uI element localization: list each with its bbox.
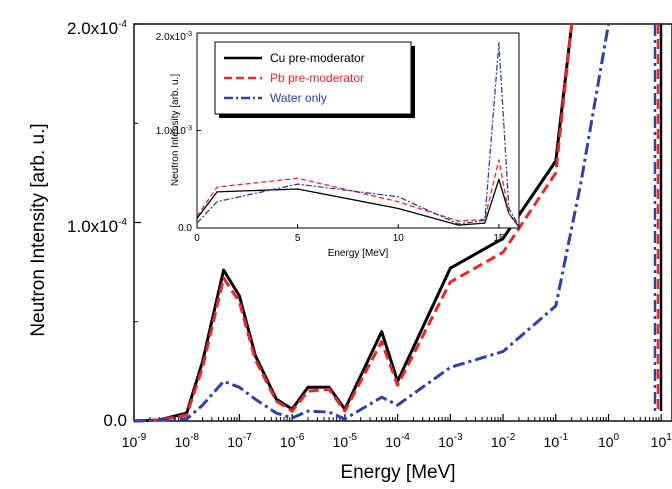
inset-x-tick-label-0: 0	[194, 233, 200, 244]
legend-label-pb: Pb pre-moderator	[270, 71, 364, 85]
inset-y-tick-label-1: 1.0x10-3	[156, 125, 192, 137]
main-axis-ticks	[133, 23, 662, 422]
x-axis-label: Energy [MeV]	[340, 462, 455, 483]
x-tick-label-9: 100	[598, 432, 620, 450]
legend-label-cu: Cu pre-moderator	[270, 51, 365, 65]
x-tick-label-7: 10-2	[491, 432, 516, 450]
legend-label-water: Water only	[270, 91, 327, 105]
x-tick-label-2: 10-7	[227, 432, 252, 450]
inset-x-axis-label: Energy [MeV]	[328, 248, 389, 259]
inset-x-tick-label-1: 5	[295, 233, 301, 244]
x-tick-label-5: 10-4	[385, 432, 410, 450]
inset-y-tick-label-2: 2.0x10-3	[156, 31, 192, 43]
inset-x-tick-label-3: 15	[493, 233, 505, 244]
legend: Cu pre-moderator Pb pre-moderator Water …	[214, 41, 415, 118]
y-tick-label-0: 0.0	[103, 411, 127, 430]
inset-series-line-pb-pre-moderator	[196, 159, 520, 227]
x-tick-label-1: 10-8	[174, 432, 199, 450]
x-tick-label-8: 10-1	[544, 432, 569, 450]
series-line-cu-pre-moderator	[133, 23, 574, 423]
series-line-water-only	[133, 23, 610, 423]
inset-y-axis-label: Neutron Intensity [arb. u.]	[170, 74, 181, 187]
y-tick-label-2: 2.0x10-4	[67, 19, 127, 38]
x-tick-label-3: 10-6	[280, 432, 305, 450]
legend-box	[214, 41, 412, 115]
x-tick-label-10: 101	[651, 432, 672, 450]
inset-x-tick-label-2: 10	[393, 233, 405, 244]
x-tick-label-4: 10-5	[333, 432, 358, 450]
main-series-group	[133, 23, 663, 423]
y-tick-label-1: 1.0x10-4	[67, 217, 127, 236]
y-axis-label: Neutron Intensity [arb. u.]	[28, 123, 49, 336]
inset-x-tick-labels: 0 5 10 15	[194, 233, 505, 244]
x-tick-label-6: 10-3	[438, 432, 463, 450]
inset-series-line-water-only	[196, 42, 520, 227]
inset-axis-ticks	[196, 32, 500, 229]
inset-y-tick-label-0: 0.0	[178, 223, 192, 234]
x-tick-label-0: 10-9	[122, 432, 147, 450]
inset-series-line-cu-pre-moderator	[196, 178, 520, 228]
x-tick-labels: 10-9 10-8 10-7 10-6 10-5 10-4 10-3 10-2 10-1 100 1…	[122, 432, 672, 450]
inset-chart: 0 5 10 15 0.0 1.0x10-3 2.0x10-3 Energy [MeV…	[156, 31, 520, 259]
series-line-pb-pre-moderator	[133, 23, 574, 423]
inset-series-group	[196, 42, 520, 228]
